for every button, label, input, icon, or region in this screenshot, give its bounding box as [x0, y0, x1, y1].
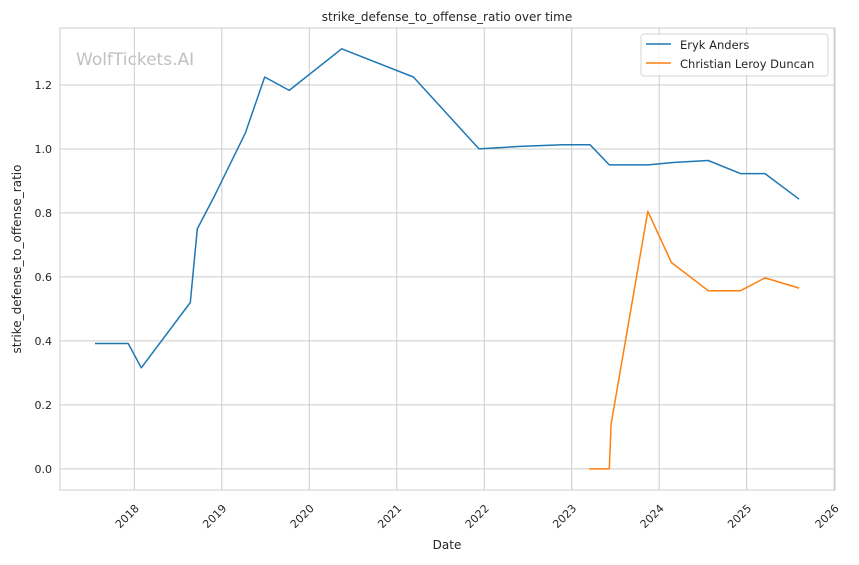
series-line-christian-leroy-duncan — [589, 210, 800, 470]
x-tick-label: 2022 — [463, 502, 492, 531]
chart-title: strike_defense_to_offense_ratio over tim… — [322, 10, 572, 24]
series-lines — [95, 48, 800, 470]
grid — [60, 28, 835, 490]
series-line-eryk-anders — [95, 48, 800, 369]
x-axis-label: Date — [433, 538, 462, 552]
y-axis-ticks: 0.0 0.2 0.4 0.6 0.8 1.0 1.2 — [35, 79, 53, 476]
x-tick-label: 2025 — [725, 502, 754, 531]
x-tick-label: 2020 — [288, 502, 317, 531]
x-tick-label: 2024 — [638, 502, 667, 531]
y-tick-label: 0.0 — [35, 463, 53, 476]
plot-frame — [59, 27, 836, 491]
y-tick-label: 0.6 — [35, 271, 53, 284]
y-tick-label: 1.0 — [35, 143, 53, 156]
legend: Eryk Anders Christian Leroy Duncan — [640, 33, 829, 77]
x-axis-ticks: 2018 2019 2020 2021 2022 2023 2024 2025 2026 — [113, 502, 842, 531]
x-tick-label: 2023 — [550, 502, 579, 531]
watermark: WolfTickets.AI — [76, 50, 194, 70]
legend-label-christian-leroy-duncan: Christian Leroy Duncan — [680, 57, 814, 71]
y-tick-label: 0.8 — [35, 207, 53, 220]
x-tick-label: 2026 — [813, 502, 842, 531]
x-tick-label: 2019 — [200, 502, 229, 531]
legend-box — [640, 33, 829, 77]
y-tick-label: 0.2 — [35, 399, 53, 412]
y-tick-label: 0.4 — [35, 335, 53, 348]
x-tick-label: 2018 — [113, 502, 142, 531]
legend-label-eryk-anders: Eryk Anders — [680, 38, 749, 52]
x-tick-label: 2021 — [375, 502, 404, 531]
y-axis-label: strike_defense_to_offense_ratio — [10, 165, 24, 354]
y-tick-label: 1.2 — [35, 79, 53, 92]
